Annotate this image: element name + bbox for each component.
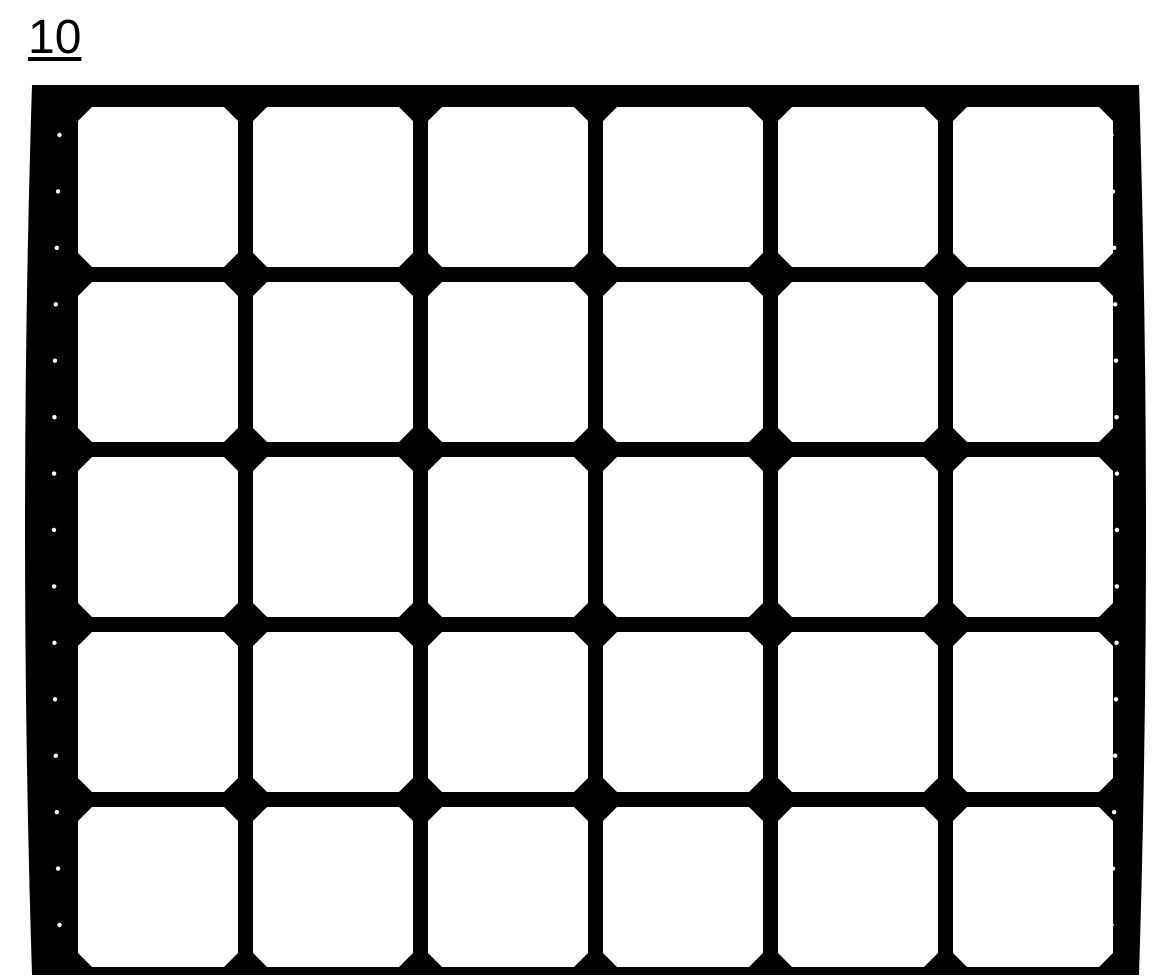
pinhole-dot bbox=[1113, 754, 1117, 758]
grid-cell bbox=[428, 457, 588, 617]
grid-cell bbox=[953, 632, 1113, 792]
grid-cell bbox=[953, 107, 1113, 267]
pinhole-dot bbox=[1112, 246, 1116, 250]
grid-cell bbox=[428, 107, 588, 267]
pinhole-dot bbox=[53, 359, 57, 363]
pinhole-dot bbox=[1114, 641, 1118, 645]
grid-cell bbox=[253, 282, 413, 442]
pinhole-dot bbox=[56, 189, 60, 193]
grid-cell bbox=[778, 282, 938, 442]
pinhole-dot bbox=[1111, 189, 1115, 193]
pinhole-dot bbox=[53, 697, 57, 701]
pinhole-dot bbox=[1109, 923, 1113, 927]
pinhole-dot bbox=[1111, 866, 1115, 870]
grid-cell bbox=[778, 632, 938, 792]
pinhole-dot bbox=[52, 641, 56, 645]
pinhole-dot bbox=[55, 246, 59, 250]
pinhole-dot bbox=[55, 810, 59, 814]
pinhole-dot bbox=[1112, 810, 1116, 814]
grid-cell bbox=[603, 457, 763, 617]
grid-cell bbox=[603, 282, 763, 442]
pinhole-dot bbox=[57, 133, 61, 137]
grid-cell bbox=[428, 632, 588, 792]
pinhole-dot bbox=[1115, 528, 1119, 532]
grid-cell bbox=[603, 632, 763, 792]
grid-cell bbox=[603, 807, 763, 967]
grid-cell bbox=[253, 457, 413, 617]
grid-cell bbox=[78, 807, 238, 967]
grid-cell bbox=[428, 282, 588, 442]
pinhole-dot bbox=[1114, 415, 1118, 419]
grid-panel-diagram bbox=[18, 85, 1153, 975]
pinhole-dot bbox=[1113, 302, 1117, 306]
grid-cell bbox=[78, 457, 238, 617]
pinhole-dot bbox=[1114, 697, 1118, 701]
pinhole-dot bbox=[52, 584, 56, 588]
grid-cell bbox=[953, 457, 1113, 617]
grid-cell bbox=[78, 632, 238, 792]
grid-cell bbox=[78, 282, 238, 442]
pinhole-dot bbox=[52, 471, 56, 475]
figure-number-label: 10 bbox=[28, 10, 81, 65]
grid-cell bbox=[953, 807, 1113, 967]
grid-cell bbox=[778, 807, 938, 967]
pinhole-dot bbox=[52, 415, 56, 419]
pinhole-dot bbox=[1114, 359, 1118, 363]
pinhole-dot bbox=[52, 528, 56, 532]
grid-cell bbox=[253, 632, 413, 792]
pinhole-dot bbox=[1109, 133, 1113, 137]
pinhole-dot bbox=[54, 754, 58, 758]
grid-cell bbox=[253, 107, 413, 267]
grid-cell bbox=[253, 807, 413, 967]
grid-cell bbox=[603, 107, 763, 267]
grid-cell bbox=[78, 107, 238, 267]
grid-panel-svg bbox=[18, 85, 1153, 975]
grid-cell bbox=[953, 282, 1113, 442]
grid-cell bbox=[428, 807, 588, 967]
pinhole-dot bbox=[57, 923, 61, 927]
pinhole-dot bbox=[54, 302, 58, 306]
pinhole-dot bbox=[1115, 584, 1119, 588]
grid-cell bbox=[778, 107, 938, 267]
grid-cell bbox=[778, 457, 938, 617]
pinhole-dot bbox=[56, 866, 60, 870]
pinhole-dot bbox=[1115, 471, 1119, 475]
